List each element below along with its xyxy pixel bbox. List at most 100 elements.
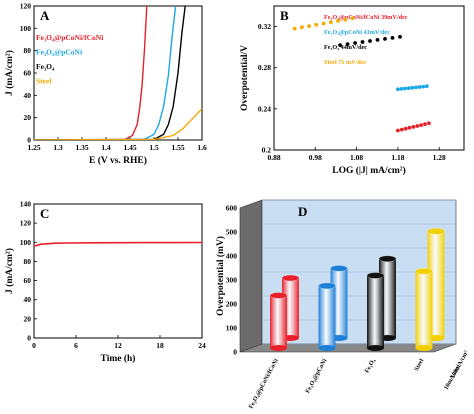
data-point xyxy=(396,87,400,92)
legend-entry: Fe₃O₄ 44mV/dec xyxy=(324,44,367,51)
x-axis-label: Time (h) xyxy=(101,353,136,364)
panel-label: C xyxy=(40,206,49,221)
x-tick-label: 1.3 xyxy=(53,143,63,152)
legend-entry: Fe₃O₄@pCoNi 41mV/dec xyxy=(324,29,390,36)
bar-top xyxy=(269,292,288,299)
y-tick-label: 0.28 xyxy=(258,63,271,72)
data-point xyxy=(390,36,395,40)
y-tick-label: 80 xyxy=(24,257,32,266)
y-tick-label: 0.2 xyxy=(262,146,272,155)
data-point xyxy=(321,21,326,26)
legend-entry: Fe₃O₄@pCoNi xyxy=(36,48,82,57)
data-point xyxy=(414,85,418,90)
series-line xyxy=(34,6,177,140)
panel-label: A xyxy=(40,8,50,23)
y-axis-label: J (mA/cm²) xyxy=(4,50,15,96)
y-tick-label: 0.24 xyxy=(258,104,271,113)
legend-entry: Fe₃O₄ xyxy=(36,62,55,71)
data-point xyxy=(383,37,387,41)
bar-top xyxy=(281,274,300,282)
data-point xyxy=(353,41,357,45)
data-point xyxy=(396,128,400,133)
data-point xyxy=(415,124,420,128)
legend-entry: Fe₃O₄@pCoNi/fCoNi xyxy=(36,33,103,42)
series-line xyxy=(34,6,148,140)
panel-d-3d-bar-chart: 0 100 200 300 400 500 600 Overpotential (mV) D Fe… xyxy=(215,199,470,410)
data-point xyxy=(419,123,423,127)
x-tick-label: 1.28 xyxy=(433,153,446,162)
bar-base xyxy=(318,345,336,351)
x-tick-label: 0 xyxy=(32,341,36,350)
x-tick-label: 18 xyxy=(156,341,164,350)
data-point xyxy=(410,85,415,90)
plot-frame xyxy=(273,5,465,151)
series-line xyxy=(34,6,186,140)
y-tick-label: 0 xyxy=(233,348,237,357)
bar-top xyxy=(415,268,433,275)
bar-top xyxy=(318,282,336,290)
y-tick-label: 600 xyxy=(226,204,238,213)
data-point xyxy=(411,125,416,129)
x-tick-label: 1.08 xyxy=(350,153,363,162)
category-label: Steel xyxy=(413,357,425,372)
y-tick-label: 0.32 xyxy=(258,22,271,31)
series-line xyxy=(33,241,203,247)
y-tick-label: 60 xyxy=(24,276,32,285)
bar xyxy=(270,295,287,348)
series-line xyxy=(34,108,202,140)
panel-c-stability-chart: 0 6 12 18 24 0 20 40 60 80 100 120 140 Time (h) J (mA/… xyxy=(4,200,206,365)
y-tick-label: 20 xyxy=(24,113,32,122)
bar-base xyxy=(270,345,287,351)
data-point xyxy=(292,26,297,31)
category-label: Fe₃O₄ xyxy=(364,358,377,375)
panel-label: B xyxy=(280,8,289,23)
panel-a-line-chart: 1.25 1.3 1.35 1.4 1.45 1.5 1.55 1.6 0 20 40 60 80 100… xyxy=(4,2,207,167)
depth-label: 100mA/cm² xyxy=(449,350,470,380)
y-tick-label: 40 xyxy=(24,91,32,100)
legend-entry: Fe₃O₄@pCoNi/fCoNi 39mV/dec xyxy=(324,14,408,21)
y-tick-label: 40 xyxy=(24,295,32,304)
data-point xyxy=(350,16,355,21)
category-label: Fe₃O₄@pCoNi xyxy=(304,357,328,394)
panel-b-tafel-chart: 0.88 0.98 1.08 1.18 1.28 0.2 0.24 0.28 0.32 LOG (… xyxy=(240,5,465,176)
y-tick-label: 140 xyxy=(20,200,32,209)
y-axis-label: Overpotential/V xyxy=(240,45,250,111)
legend-entry: Steel xyxy=(36,77,51,86)
data-point xyxy=(343,17,348,22)
plot-frame xyxy=(33,5,203,141)
x-tick-label: 1.55 xyxy=(171,143,184,152)
bar xyxy=(318,285,336,348)
x-tick-label: 1.4 xyxy=(101,143,111,152)
data-point xyxy=(424,84,429,89)
data-point xyxy=(338,43,342,47)
bar-top xyxy=(427,227,445,235)
bar-base xyxy=(367,345,384,351)
data-point xyxy=(407,125,412,130)
data-point xyxy=(336,19,340,23)
y-tick-label: 0 xyxy=(27,136,31,145)
y-tick-label: 100 xyxy=(20,238,32,247)
y-tick-label: 120 xyxy=(20,219,32,228)
bar-top xyxy=(366,272,385,279)
bar xyxy=(367,275,384,348)
x-tick-label: 1.45 xyxy=(123,143,136,152)
bar-base xyxy=(415,345,433,351)
x-tick-label: 12 xyxy=(114,341,122,350)
data-point xyxy=(375,38,380,42)
x-tick-label: 0.98 xyxy=(309,153,322,162)
data-point xyxy=(403,86,407,91)
data-point xyxy=(421,84,426,89)
bar-top xyxy=(330,265,348,272)
y-tick-label: 400 xyxy=(226,252,238,261)
y-tick-label: 120 xyxy=(20,2,32,11)
data-point xyxy=(368,39,372,43)
y-tick-label: 60 xyxy=(24,69,32,78)
y-tick-label: 100 xyxy=(20,24,32,33)
data-point xyxy=(417,85,422,89)
x-tick-label: 1.5 xyxy=(149,143,159,152)
bar-top xyxy=(378,255,397,262)
data-point xyxy=(399,127,404,132)
plot-frame xyxy=(33,203,203,339)
y-tick-label: 100 xyxy=(226,324,238,333)
